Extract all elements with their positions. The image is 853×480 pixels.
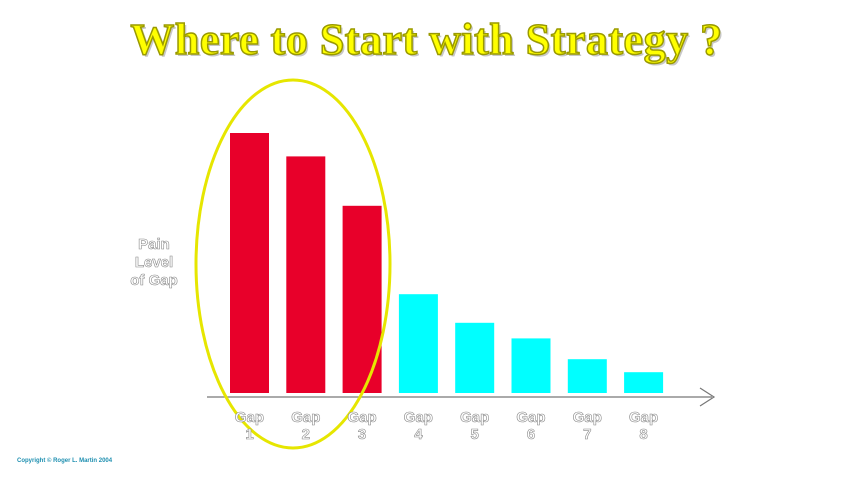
x-tick-label-gap-8-line-1: Gap	[629, 409, 658, 426]
y-axis-label-line-3: of Gap	[130, 272, 178, 290]
x-tick-label-gap-2-line-1: Gap	[291, 409, 320, 426]
bars-group	[230, 133, 664, 393]
bar-gap-7	[567, 359, 607, 393]
copyright-notice: Copyright © Roger L. Martin 2004	[17, 458, 113, 464]
x-tick-label-gap-1-line-1: Gap	[235, 409, 264, 426]
x-tick-label-gap-1-line-2: 1	[245, 426, 253, 443]
bar-gap-6	[511, 338, 551, 393]
x-tick-label-gap-4-line-2: 4	[414, 426, 423, 443]
bar-gap-5	[455, 322, 495, 393]
x-tick-label-gap-5-line-1: Gap	[460, 409, 489, 426]
x-tick-label-gap-6-line-1: Gap	[516, 409, 545, 426]
slide-title: Where to Start with Strategy ?	[130, 14, 723, 65]
x-tick-label-gap-5-line-2: 5	[471, 426, 479, 443]
x-tick-label-gap-4-line-1: Gap	[404, 409, 433, 426]
bar-gap-8	[624, 372, 664, 393]
x-tick-label-gap-7-line-2: 7	[583, 426, 591, 443]
bar-gap-2	[286, 156, 326, 393]
bar-gap-3	[342, 205, 382, 393]
x-tick-label-gap-2-line-2: 2	[302, 426, 310, 443]
y-axis-label-line-1: Pain	[138, 236, 170, 254]
x-axis	[207, 387, 716, 407]
x-axis-arrowhead	[699, 387, 716, 407]
x-tick-label-gap-3-line-1: Gap	[348, 409, 377, 426]
x-tick-label-gap-8-line-2: 8	[639, 426, 647, 443]
y-axis-label: Pain Level of Gap	[108, 236, 200, 290]
x-tick-label-gap-6-line-2: 6	[527, 426, 535, 443]
bar-gap-1	[230, 133, 269, 393]
highlight-ellipse	[194, 78, 392, 450]
y-axis-label-line-2: Level	[134, 254, 174, 272]
bar-gap-4	[398, 294, 438, 393]
x-tick-label-gap-3-line-2: 3	[358, 426, 366, 443]
x-tick-label-gap-7-line-1: Gap	[573, 409, 602, 426]
